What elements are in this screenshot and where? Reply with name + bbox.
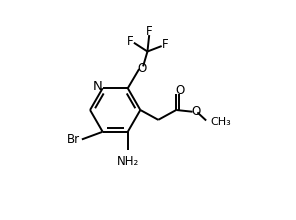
Text: F: F [146, 25, 152, 38]
Text: CH₃: CH₃ [210, 117, 231, 127]
Text: O: O [175, 84, 184, 97]
Text: O: O [191, 104, 200, 118]
Text: F: F [127, 35, 133, 48]
Text: O: O [138, 62, 147, 75]
Text: F: F [162, 38, 169, 51]
Text: Br: Br [67, 133, 80, 146]
Text: NH₂: NH₂ [117, 154, 139, 167]
Text: N: N [93, 80, 103, 93]
